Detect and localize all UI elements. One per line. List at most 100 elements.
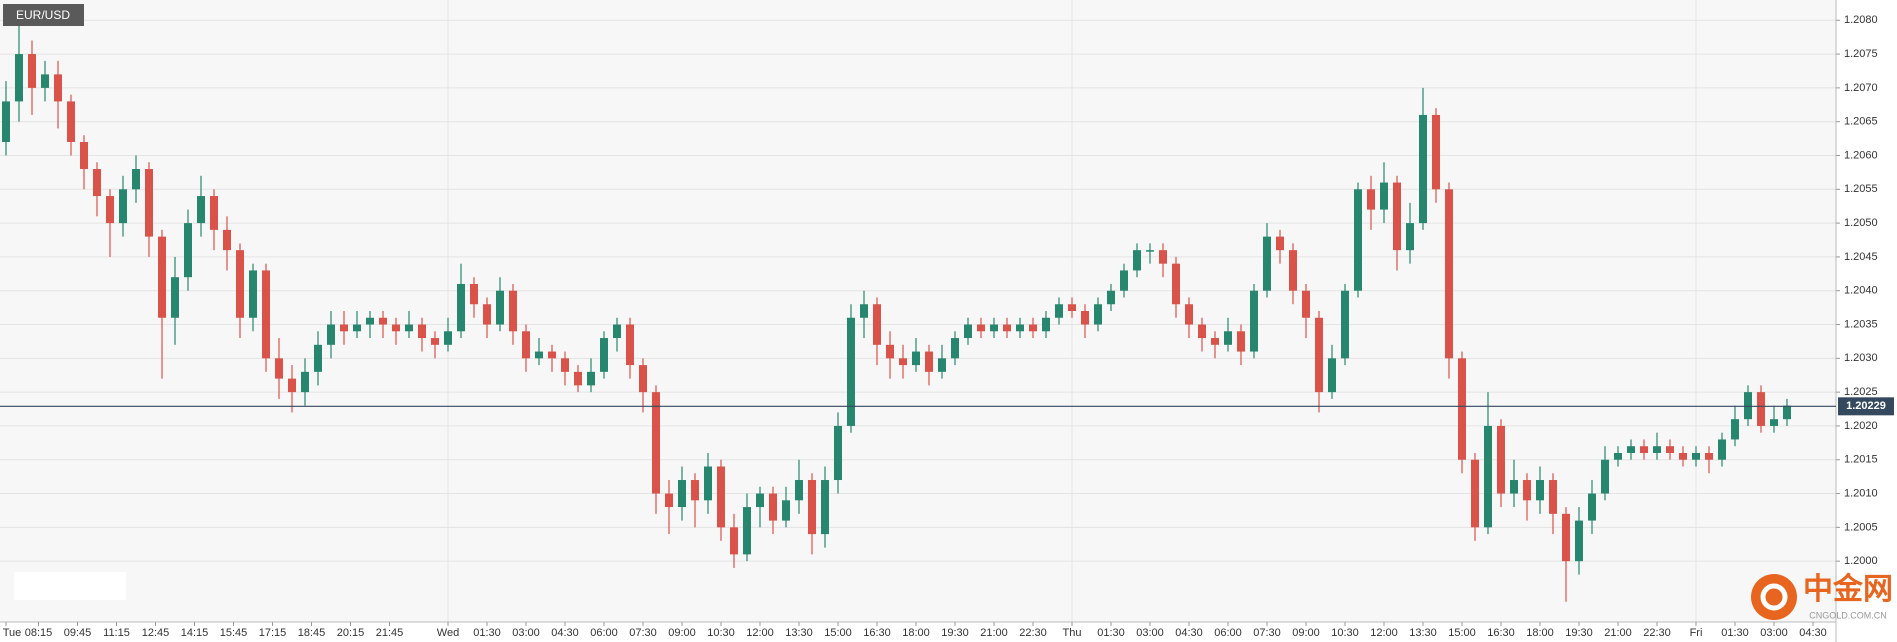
y-tick-label: 1.2030	[1844, 352, 1878, 364]
x-tick-label: 21:45	[376, 627, 404, 639]
candle-body	[405, 324, 413, 332]
y-tick-label: 1.2040	[1844, 285, 1878, 297]
watermark-brand: 中金网	[1803, 572, 1893, 606]
candle-body	[1627, 446, 1635, 453]
x-tick-label: 14:15	[181, 627, 209, 639]
candle-body	[106, 196, 114, 224]
candle-body	[1588, 493, 1596, 521]
candle-body	[1367, 189, 1375, 210]
y-tick-label: 1.2015	[1844, 454, 1878, 466]
x-tick-label: 18:45	[298, 627, 326, 639]
x-tick-label: 09:45	[64, 627, 92, 639]
candle-body	[184, 223, 192, 278]
candles	[2, 20, 1791, 602]
candle-body	[288, 378, 296, 393]
x-tick-label: 19:30	[1565, 627, 1593, 639]
y-tick-label: 1.2010	[1844, 487, 1878, 499]
candle-body	[1328, 358, 1336, 393]
candle-body	[691, 480, 699, 501]
y-tick-label: 1.2065	[1844, 116, 1878, 128]
candle-body	[1562, 513, 1570, 562]
x-tick-label: 18:00	[1526, 627, 1554, 639]
x-tick-label: 15:00	[1448, 627, 1476, 639]
candle-body	[1757, 392, 1765, 426]
watermark: 中金网 CNGOLD.COM.CN	[1751, 572, 1893, 620]
y-tick-label: 1.2050	[1844, 217, 1878, 229]
candle-body	[1497, 425, 1505, 494]
x-tick-label: 22:30	[1643, 627, 1671, 639]
x-tick-label: 21:00	[980, 627, 1008, 639]
candle-body	[899, 358, 907, 366]
x-tick-label: 15:00	[824, 627, 852, 639]
candle-body	[1198, 324, 1206, 339]
x-tick-label: 04:30	[1799, 627, 1827, 639]
candle-body	[912, 351, 920, 366]
blank-box	[14, 572, 126, 600]
x-tick-label: 06:00	[590, 627, 618, 639]
y-tick-label: 1.2045	[1844, 251, 1878, 263]
candle-body	[93, 169, 101, 197]
x-tick-label: 08:15	[25, 627, 53, 639]
candle-body	[41, 74, 49, 88]
candle-body	[392, 324, 400, 332]
candle-body	[1172, 263, 1180, 305]
candle-body	[730, 527, 738, 555]
candle-body	[795, 480, 803, 501]
candle-body	[1783, 405, 1791, 420]
y-tick-label: 1.2055	[1844, 183, 1878, 195]
x-tick-label: Thu	[1063, 627, 1082, 639]
candle-body	[977, 324, 985, 332]
candle-body	[821, 480, 829, 535]
y-tick-label: 1.2060	[1844, 149, 1878, 161]
candle-body	[1263, 236, 1271, 291]
candle-body	[1029, 324, 1037, 332]
candle-body	[236, 250, 244, 318]
candle-body	[28, 54, 36, 88]
candle-body	[158, 236, 166, 318]
x-tick-label: 21:00	[1604, 627, 1632, 639]
candle-body	[470, 283, 478, 305]
candle-body	[366, 317, 374, 325]
candle-body	[301, 371, 309, 393]
candle-body	[1484, 425, 1492, 528]
candle-body	[1419, 114, 1427, 224]
x-tick-label: 01:30	[1097, 627, 1125, 639]
candle-body	[1133, 250, 1141, 271]
candle-body	[561, 358, 569, 372]
last-price-box	[1838, 397, 1894, 416]
x-tick-label: 12:00	[746, 627, 774, 639]
symbol-box	[3, 4, 84, 26]
x-tick-label: 16:30	[863, 627, 891, 639]
x-tick-label: 16:30	[1487, 627, 1515, 639]
x-tick-label: 09:00	[1292, 627, 1320, 639]
candle-body	[1549, 480, 1557, 514]
candle-body	[197, 196, 205, 224]
candle-body	[509, 290, 517, 332]
candle-body	[1289, 250, 1297, 291]
candle-body	[1666, 446, 1674, 453]
x-tick-label: 04:30	[551, 627, 579, 639]
candle-body	[1250, 290, 1258, 352]
candle-body	[1432, 114, 1440, 190]
x-tick-label: 17:15	[259, 627, 287, 639]
candle-body	[1211, 338, 1219, 345]
y-tick-label: 1.2025	[1844, 386, 1878, 398]
candle-body	[54, 74, 62, 102]
candle-body	[1341, 290, 1349, 359]
candle-body	[145, 169, 153, 237]
candle-body	[1653, 446, 1661, 453]
candle-body	[574, 371, 582, 386]
candle-body	[353, 324, 361, 332]
x-tick-label: 03:00	[512, 627, 540, 639]
candle-body	[444, 331, 452, 345]
candle-body	[1536, 480, 1544, 501]
candle-body	[275, 358, 283, 379]
x-tick-label: 01:30	[1721, 627, 1749, 639]
candle-body	[314, 344, 322, 372]
candle-body	[1276, 236, 1284, 251]
candle-body	[1523, 480, 1531, 501]
candle-body	[1458, 358, 1466, 460]
candle-body	[1510, 480, 1518, 494]
candle-body	[1094, 304, 1102, 325]
